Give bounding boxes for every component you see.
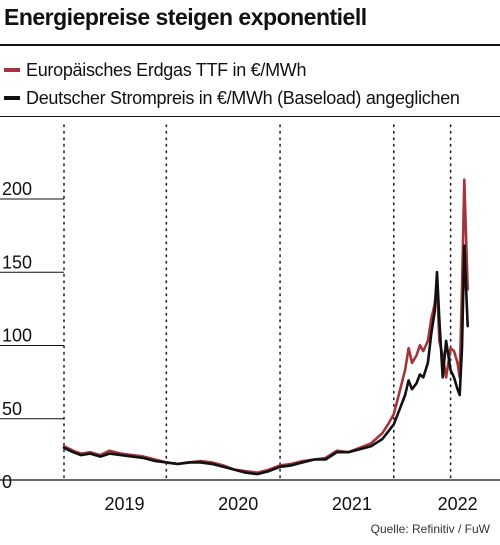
y-tick-label-0: 0 [2,472,12,492]
y-tick-label-150: 150 [2,252,32,272]
source-note: Quelle: Refinitiv / FuW [370,522,490,536]
legend: Europäisches Erdgas TTF in €/MWh Deutsch… [4,56,460,112]
y-tick-label-100: 100 [2,326,32,346]
legend-swatch-gas [4,68,20,72]
x-tick-label-2019: 2019 [104,494,144,514]
x-tick-label-2020: 2020 [218,494,258,514]
line-chart: 0 50 100 150 200 2019 2020 2021 2022 [0,124,500,514]
y-tick-label-50: 50 [2,399,22,419]
legend-label-gas: Europäisches Erdgas TTF in €/MWh [26,59,307,80]
x-tick-label-2022: 2022 [438,494,478,514]
legend-label-power: Deutscher Strompreis in €/MWh (Baseload)… [26,87,460,108]
legend-swatch-power [4,96,20,100]
legend-divider [0,116,500,117]
y-tick-label-200: 200 [2,179,32,199]
chart-title: Energiepreise steigen exponentiell [4,4,367,30]
series-line-gas [62,178,470,475]
x-tick-label-2021: 2021 [332,494,372,514]
series-line-power [62,244,470,476]
title-divider [0,44,500,46]
legend-item-power: Deutscher Strompreis in €/MWh (Baseload)… [4,84,460,112]
legend-item-gas: Europäisches Erdgas TTF in €/MWh [4,56,460,84]
